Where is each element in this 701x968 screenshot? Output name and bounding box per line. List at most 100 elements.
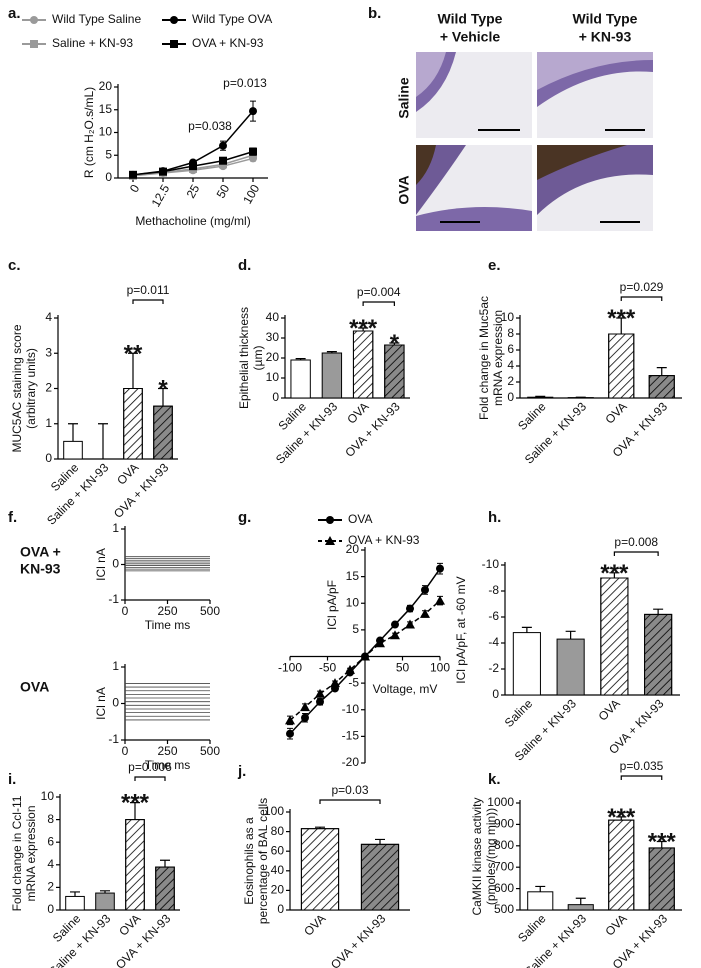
bar-hatch: [123, 388, 143, 460]
error-bar: [160, 859, 170, 868]
y-tick-label: 5: [105, 147, 112, 161]
bar: [527, 396, 554, 399]
x-tick-label: OVA: [344, 399, 371, 426]
marker: [360, 651, 370, 661]
y-tick-label: 4: [45, 310, 52, 324]
y-tick-label: 20: [266, 350, 280, 364]
y-axis-label: Epithelial thickness: [237, 307, 251, 409]
error-bar: [70, 891, 80, 897]
y-axis-label: Fold change in Ccl-11: [10, 795, 24, 911]
x-tick-label: 50: [214, 182, 233, 201]
comparison-label: p=0.008: [614, 535, 658, 549]
x-tick-label: -50: [319, 661, 337, 675]
y-tick-label: -8: [488, 583, 499, 597]
marker: [301, 713, 309, 722]
condition-label: OVA +: [20, 544, 61, 560]
x-tick-label: OVA: [301, 911, 328, 938]
error-bar: [158, 387, 168, 407]
x-axis-label: Methacholine (mg/ml): [135, 214, 250, 228]
significance: ***: [607, 804, 636, 831]
y-axis-label: ICl pA/pF: [325, 580, 339, 630]
error-bar: [535, 395, 546, 398]
y-axis-label: ICl nA: [94, 687, 108, 720]
x-tick-label: OVA: [596, 696, 623, 723]
y-tick-label: 8: [507, 326, 514, 340]
marker: [286, 729, 294, 738]
comparison-label: p=0.004: [357, 285, 401, 299]
y-tick-label: 5: [352, 622, 359, 636]
error-bar: [521, 626, 532, 633]
y-tick-label: 0: [277, 902, 284, 916]
bar: [63, 440, 83, 460]
y-tick-label: 0: [272, 390, 279, 404]
x-tick-label: OVA + KN-93: [328, 911, 389, 968]
y-tick-label: 4: [47, 857, 54, 871]
y-tick-label: 4: [507, 358, 514, 372]
comparison-label: p=0.035: [620, 759, 664, 773]
marker: [170, 16, 178, 24]
y-tick-label: 1: [112, 659, 119, 673]
error-bar: [128, 352, 138, 389]
y-tick-label: 1000: [487, 795, 514, 809]
row-label: Saline: [396, 77, 412, 118]
y-axis-label: CaMKII kinase activity: [470, 797, 484, 915]
x-tick-label: Saline: [502, 696, 536, 730]
marker: [30, 16, 38, 24]
y-axis-label: percentage of BAL cells: [256, 798, 270, 924]
bar: [95, 892, 115, 911]
x-tick-label: 500: [200, 604, 220, 618]
micrograph: [416, 52, 532, 138]
y-axis-label: mRNA expression: [24, 805, 38, 901]
y-tick-label: 2: [47, 880, 54, 894]
y-tick-label: -1: [108, 592, 119, 606]
bar: [512, 632, 541, 696]
bar: [321, 352, 343, 399]
column-header: + Vehicle: [440, 29, 501, 45]
panel-label: c.: [8, 257, 21, 274]
x-tick-label: OVA: [602, 911, 629, 938]
error-bar: [295, 358, 306, 360]
y-tick-label: 40: [266, 310, 280, 324]
panel-label: h.: [488, 509, 501, 526]
y-tick-label: 2: [507, 374, 514, 388]
marker: [315, 688, 325, 698]
error-bar: [130, 802, 140, 820]
marker: [170, 40, 178, 48]
y-tick-label: 0: [105, 170, 112, 184]
y-tick-label: 80: [271, 824, 285, 838]
marker: [30, 40, 38, 48]
comparison-label: p=0.011: [127, 283, 170, 297]
x-axis-label: Time ms: [145, 618, 191, 632]
marker: [406, 604, 414, 613]
marker: [325, 536, 335, 545]
marker: [316, 697, 324, 706]
comparison-label: p=0.006: [128, 760, 172, 774]
marker: [249, 107, 257, 116]
x-tick-label: -100: [278, 661, 302, 675]
y-tick-label: 500: [494, 902, 514, 916]
x-tick-label: 100: [430, 661, 450, 675]
y-axis-label: Eosinophils as a: [242, 817, 256, 905]
y-tick-label: 40: [271, 863, 285, 877]
error-bar: [609, 572, 620, 578]
bar-hatch: [600, 577, 629, 696]
y-tick-label: 100: [264, 804, 284, 818]
significance: *: [390, 330, 400, 357]
bar-hatch: [155, 866, 175, 911]
panel-label: f.: [8, 509, 17, 526]
y-axis-label: R (cm H₂O.s/mL): [82, 87, 96, 178]
y-tick-label: 20: [99, 79, 113, 93]
comparison-bracket: [620, 296, 663, 301]
bar: [290, 359, 311, 399]
error-bar: [100, 890, 110, 894]
x-axis-label: Time ms: [145, 758, 191, 772]
x-tick-label: 12.5: [149, 182, 173, 210]
y-tick-label: -6: [488, 609, 499, 623]
y-tick-label: -4: [488, 635, 499, 649]
marker: [391, 620, 399, 629]
panel-label: g.: [238, 509, 251, 526]
error-bar: [565, 630, 576, 640]
bar: [556, 638, 585, 696]
marker: [249, 147, 257, 156]
column-header: Wild Type: [438, 11, 503, 27]
